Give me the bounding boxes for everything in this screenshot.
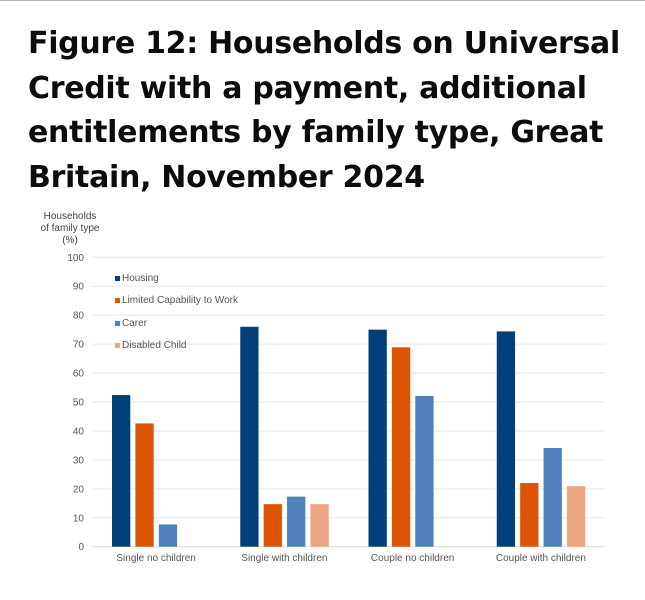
y-tick-label: 100	[67, 253, 84, 264]
legend-label: Housing	[122, 273, 159, 284]
y-tick-label: 0	[78, 542, 84, 553]
legend-label: Carer	[122, 318, 148, 329]
bar-limited-capability-to-work	[391, 347, 411, 547]
bar-housing	[368, 329, 387, 547]
bar-disabled-child	[566, 486, 586, 547]
page-title: Figure 12: Households on Universal Credi…	[28, 26, 620, 195]
y-tick-label: 60	[73, 369, 85, 380]
x-category-label: Couple no children	[371, 553, 454, 564]
x-category-label: Single no children	[116, 553, 196, 564]
y-tick-label: 10	[73, 513, 85, 524]
legend-swatch	[115, 321, 120, 326]
bar-housing	[112, 395, 131, 547]
legend-label: Disabled Child	[122, 340, 186, 351]
bar-housing	[496, 331, 516, 547]
y-axis-label: Households of family type (%)	[20, 211, 120, 247]
legend-swatch	[115, 343, 120, 348]
bar-limited-capability-to-work	[135, 423, 154, 547]
bar-carer	[287, 496, 306, 547]
bar-limited-capability-to-work	[263, 504, 282, 547]
bar-housing	[240, 326, 259, 547]
y-axis-label-line: Households	[43, 211, 97, 222]
top-divider	[0, 0, 645, 1]
x-category-label: Single with children	[241, 553, 327, 564]
y-axis-label-line: (%)	[62, 235, 78, 246]
y-tick-label: 90	[73, 282, 85, 293]
x-category-label: Couple with children	[496, 553, 586, 564]
bar-carer	[415, 395, 434, 547]
bar-carer	[543, 448, 562, 547]
y-tick-label: 30	[73, 455, 85, 466]
legend-label: Limited Capability to Work	[122, 295, 239, 306]
y-tick-label: 70	[73, 340, 85, 351]
legend-swatch	[115, 298, 120, 303]
bar-carer	[158, 524, 178, 547]
y-tick-label: 80	[73, 311, 85, 322]
bar-limited-capability-to-work	[520, 483, 539, 547]
y-tick-label: 40	[73, 426, 85, 437]
legend-swatch	[115, 276, 120, 281]
y-tick-label: 20	[73, 484, 85, 495]
y-axis-label-line: of family type	[40, 223, 100, 234]
y-tick-label: 50	[73, 398, 85, 409]
bar-disabled-child	[310, 504, 329, 547]
